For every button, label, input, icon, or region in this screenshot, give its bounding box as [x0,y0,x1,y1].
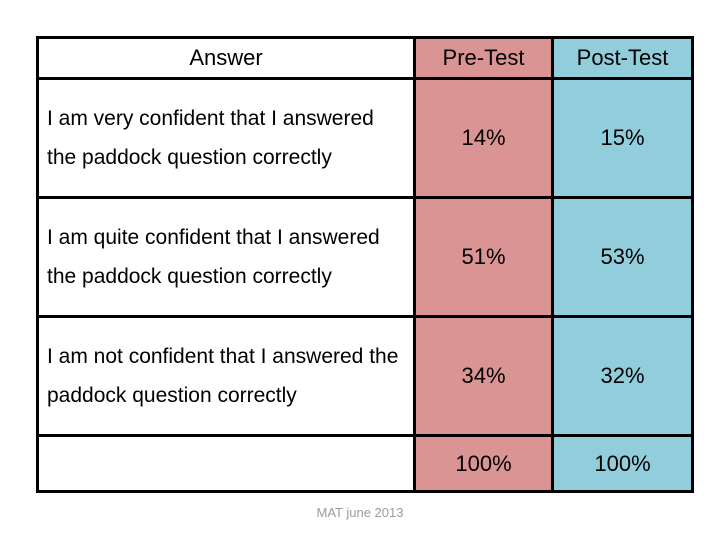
slide-caption: MAT june 2013 [316,505,404,520]
table-total-row: 100% 100% [36,434,694,493]
answer-cell-very-confident: I am very confident that I answered the … [36,77,416,199]
pre-test-value: 51% [413,196,554,318]
post-test-total: 100% [551,434,694,493]
answer-cell-not-confident: I am not confident that I answered the p… [36,315,416,437]
pre-test-value: 34% [413,315,554,437]
table-row: I am quite confident that I answered the… [36,196,694,318]
table-header-row: Answer Pre-Test Post-Test [36,36,694,80]
table-row: I am very confident that I answered the … [36,77,694,199]
post-test-value: 32% [551,315,694,437]
column-header-pre-test: Pre-Test [413,36,554,80]
post-test-value: 15% [551,77,694,199]
pre-test-value: 14% [413,77,554,199]
column-header-post-test: Post-Test [551,36,694,80]
table-row: I am not confident that I answered the p… [36,315,694,437]
answer-cell-empty [36,434,416,493]
results-table: Answer Pre-Test Post-Test I am very conf… [36,36,694,493]
post-test-value: 53% [551,196,694,318]
answer-cell-quite-confident: I am quite confident that I answered the… [36,196,416,318]
column-header-answer: Answer [36,36,416,80]
pre-test-total: 100% [413,434,554,493]
